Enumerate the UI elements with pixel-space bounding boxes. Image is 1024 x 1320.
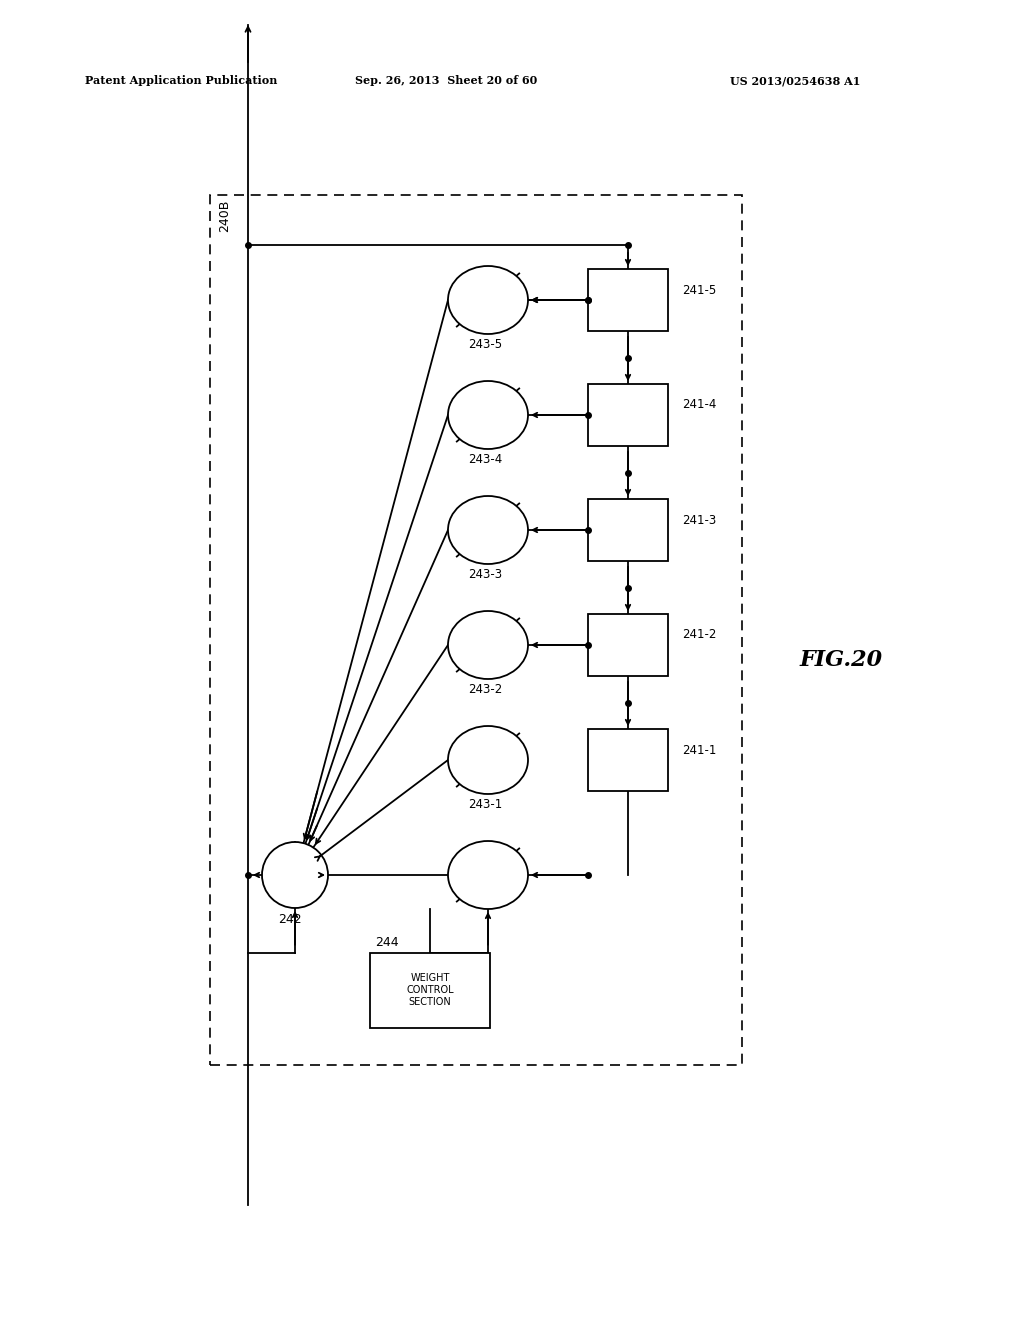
Bar <box>210 195 742 1065</box>
Text: 243-5: 243-5 <box>468 338 502 351</box>
Text: Sep. 26, 2013  Sheet 20 of 60: Sep. 26, 2013 Sheet 20 of 60 <box>355 75 538 86</box>
Bar <box>588 499 668 561</box>
Ellipse shape <box>449 726 528 795</box>
Text: 241-1: 241-1 <box>682 743 717 756</box>
Text: 241-3: 241-3 <box>682 513 716 527</box>
Text: 240B: 240B <box>218 201 231 232</box>
Text: 244: 244 <box>375 936 398 949</box>
Ellipse shape <box>449 381 528 449</box>
Bar <box>588 269 668 331</box>
Ellipse shape <box>449 841 528 909</box>
Bar <box>588 729 668 791</box>
Circle shape <box>262 842 328 908</box>
Ellipse shape <box>449 267 528 334</box>
Text: 243-1: 243-1 <box>468 799 502 810</box>
Ellipse shape <box>449 611 528 678</box>
Text: US 2013/0254638 A1: US 2013/0254638 A1 <box>730 75 860 86</box>
Text: 241-4: 241-4 <box>682 399 717 412</box>
Ellipse shape <box>449 496 528 564</box>
Bar <box>588 614 668 676</box>
Text: 241-2: 241-2 <box>682 628 717 642</box>
Bar <box>588 384 668 446</box>
Bar <box>370 953 490 1027</box>
Text: WEIGHT
CONTROL
SECTION: WEIGHT CONTROL SECTION <box>407 973 454 1007</box>
Text: FIG.20: FIG.20 <box>800 649 883 671</box>
Text: 243-3: 243-3 <box>468 568 502 581</box>
Text: Patent Application Publication: Patent Application Publication <box>85 75 278 86</box>
Text: 242: 242 <box>279 913 302 927</box>
Text: 243-4: 243-4 <box>468 453 502 466</box>
Text: 243-2: 243-2 <box>468 682 502 696</box>
Text: 241-5: 241-5 <box>682 284 716 297</box>
